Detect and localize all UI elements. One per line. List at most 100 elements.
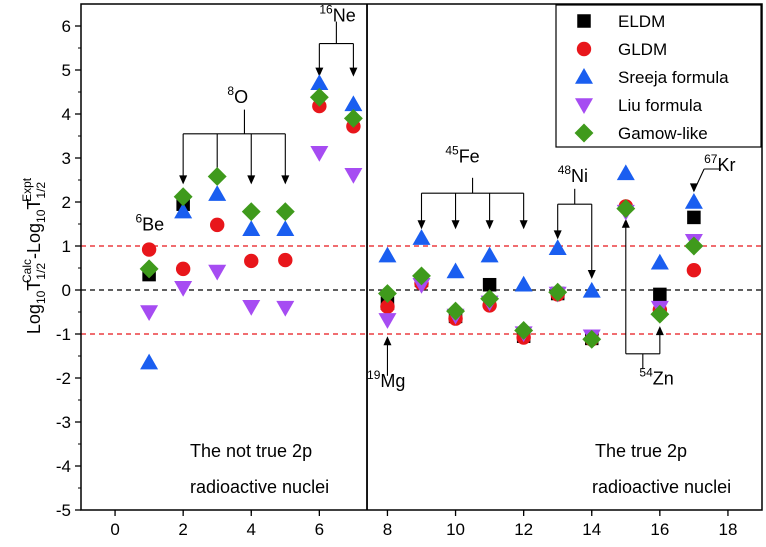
point-diamond [412, 266, 431, 286]
mass-number: 6 [135, 212, 142, 226]
y-tick-label: 5 [62, 61, 71, 80]
nucleus-label-fe: 45Fe [445, 143, 479, 166]
x-tick-label: 12 [514, 520, 533, 539]
region-left-line2: radioactive nuclei [190, 477, 329, 497]
ni-arrow [587, 270, 596, 279]
zn-arrow [621, 218, 630, 228]
kr-arrow [689, 183, 698, 193]
o-arrow [179, 175, 188, 185]
o-arrow [247, 175, 256, 185]
ylabel-sub1: 10 [34, 290, 48, 304]
mass-number: 67 [704, 152, 718, 166]
element-symbol: Be [142, 215, 164, 235]
mass-number: 8 [227, 84, 234, 98]
region-right-line1: The true 2p [595, 441, 687, 461]
legend-marker-triangle-up [575, 68, 593, 84]
x-tick-label: 18 [718, 520, 737, 539]
mass-number: 54 [639, 366, 653, 380]
y-tick-label: -1 [56, 325, 71, 344]
plot-frame [80, 3, 763, 511]
point-triangle-down [310, 145, 329, 162]
nucleus-label-ne: 16Ne [319, 3, 355, 26]
point-circle [244, 253, 259, 269]
point-triangle-up [344, 95, 363, 112]
y-tick-label: -2 [56, 369, 71, 388]
point-triangle-up [242, 220, 261, 237]
legend-marker-square [577, 14, 591, 28]
region-left-line1: The not true 2p [190, 441, 312, 461]
x-tick-label: 4 [247, 520, 256, 539]
fe-arrow [451, 220, 460, 230]
point-diamond [343, 108, 363, 128]
legend-label: Gamow-like [618, 124, 708, 143]
ylabel-base: Log [24, 304, 44, 334]
ylabel-sup2: Calc [20, 259, 34, 283]
fe-arrow [519, 220, 528, 230]
y-tick-label: 6 [62, 17, 71, 36]
y-tick-label: -5 [56, 501, 71, 520]
ylabel-sup4: Expt [20, 177, 34, 202]
point-diamond [582, 329, 602, 349]
point-diamond [616, 199, 636, 219]
point-diamond [241, 202, 261, 222]
mass-number: 48 [558, 163, 572, 177]
region-labels: The not true 2p radioactive nuclei The t… [190, 441, 731, 497]
point-diamond [514, 321, 534, 340]
point-diamond [275, 202, 295, 222]
legend-label: GLDM [618, 40, 667, 59]
x-tick-label: 8 [383, 520, 392, 539]
point-triangle-up [412, 229, 431, 245]
svg-text:Log10T1/2Calc-Log10T1/2Expt: Log10T1/2Calc-Log10T1/2Expt [20, 177, 48, 334]
point-circle [380, 299, 395, 314]
ni-arrow [553, 230, 562, 240]
point-triangle-down [276, 300, 295, 317]
point-circle [141, 242, 157, 257]
point-triangle-down [140, 305, 159, 321]
point-triangle-up [378, 246, 397, 263]
point-diamond [139, 259, 159, 279]
element-symbol: Zn [653, 369, 674, 389]
region-right-line2: radioactive nuclei [592, 477, 731, 497]
mass-number: 45 [445, 143, 459, 157]
point-circle [686, 263, 702, 278]
zn-arrow [655, 326, 664, 336]
nucleus-label-be: 6Be [135, 212, 164, 235]
point-triangle-up [310, 74, 329, 90]
nucleus-label-o: 8O [227, 84, 248, 107]
y-tick-label: 2 [62, 193, 71, 212]
point-triangle-down [242, 299, 261, 316]
y-tick-label: -4 [56, 457, 71, 476]
nucleus-label-mg: 19Mg [367, 368, 405, 391]
x-tick-label: 14 [582, 520, 601, 539]
element-symbol: Fe [459, 146, 480, 166]
element-symbol: Ni [571, 166, 588, 186]
point-triangle-up [684, 193, 703, 209]
y-axis-label: Log10T1/2Calc-Log10T1/2Expt [20, 177, 48, 334]
point-triangle-up [514, 275, 533, 292]
point-triangle-down [378, 313, 397, 329]
point-triangle-up [650, 253, 669, 270]
point-diamond [309, 87, 329, 107]
legend: ELDM GLDM Sreeja formula Liu formula Gamow-l… [555, 4, 762, 148]
point-diamond [548, 282, 568, 302]
point-triangle-down [412, 277, 431, 294]
point-diamond [446, 301, 465, 321]
point-square [482, 277, 497, 292]
ylabel-sub4: 1/2 [34, 182, 48, 199]
nucleus-label-ni: 48Ni [558, 163, 588, 186]
point-triangle-up [446, 262, 465, 279]
y-tick-label: 4 [62, 105, 71, 124]
point-square [653, 287, 667, 302]
point-triangle-down [208, 264, 227, 281]
point-diamond [480, 289, 500, 309]
annotation-arrows [179, 21, 722, 376]
y-tick-label: -3 [56, 413, 71, 432]
mass-number: 19 [367, 368, 381, 382]
legend-box [555, 4, 762, 148]
x-tick-label: 16 [650, 520, 669, 539]
y-tick-label: 0 [62, 281, 71, 300]
ylabel-t2: T [24, 199, 44, 210]
point-triangle-up [174, 202, 193, 219]
